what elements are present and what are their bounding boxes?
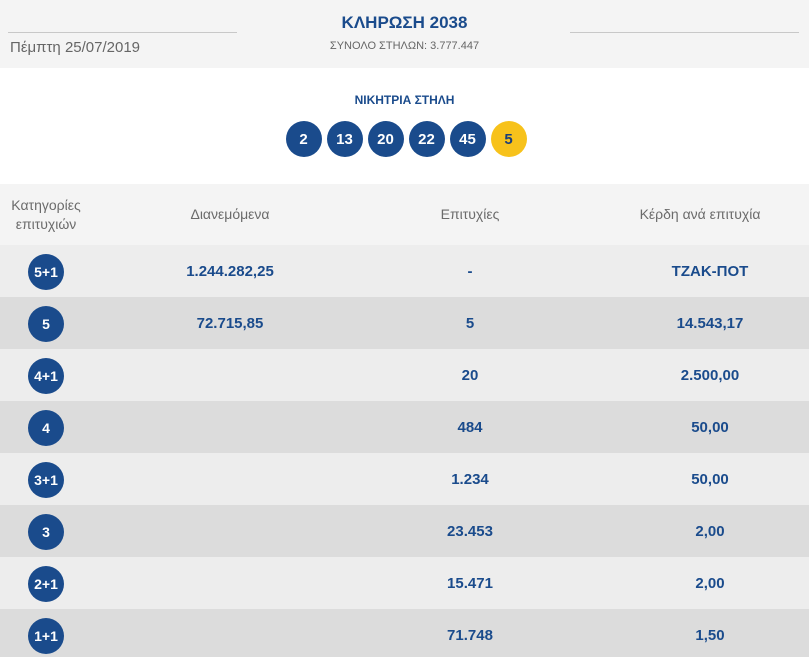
distributed-cell	[130, 453, 330, 505]
distributed-cell: 1.244.282,25	[186, 262, 274, 280]
draw-date: Πέμπτη 25/07/2019	[10, 39, 141, 56]
category-badge: 1+1	[28, 618, 64, 654]
winning-column-label: ΝΙΚΗΤΡΙΑ ΣΤΗΛΗ	[354, 93, 455, 107]
draw-header: Πέμπτη 25/07/2019 ΚΛΗΡΩΣΗ 2038 ΣΥΝΟΛΟ ΣΤ…	[0, 0, 809, 68]
winning-number-ball: 22	[408, 121, 445, 157]
header-divider-right	[570, 32, 799, 33]
winning-number-ball: 45	[449, 121, 486, 157]
prize-cell: 2.500,00	[680, 366, 740, 384]
winners-cell: 23.453	[447, 522, 493, 540]
distributed-cell	[130, 557, 330, 609]
draw-title: ΚΛΗΡΩΣΗ 2038	[341, 13, 468, 32]
winning-number-ball: 2	[285, 121, 322, 157]
winners-cell: 20	[461, 366, 479, 384]
distributed-cell	[130, 505, 330, 557]
winners-cell: 1.234	[451, 470, 489, 488]
results-table-body: 5+1 1.244.282,25 - ΤΖΑΚ-ΠΟΤ 5 72.715,85 …	[0, 245, 809, 657]
table-row: 4+1 20 2.500,00	[0, 349, 809, 401]
distributed-cell: 72.715,85	[196, 314, 264, 332]
results-table-header: Κατηγορίες επιτυχιών Διανεμόμενα Επιτυχί…	[0, 184, 809, 245]
header-winners: Επιτυχίες	[440, 206, 500, 223]
prize-cell: 14.543,17	[676, 314, 744, 332]
category-badge: 3+1	[28, 462, 64, 498]
winners-cell: 484	[457, 418, 483, 436]
distributed-cell	[130, 401, 330, 453]
category-badge: 2+1	[28, 566, 64, 602]
table-row: 2+1 15.471 2,00	[0, 557, 809, 609]
category-badge: 4	[28, 410, 64, 446]
category-badge: 5	[28, 306, 64, 342]
category-badge: 4+1	[28, 358, 64, 394]
distributed-cell	[130, 349, 330, 401]
header-distributed: Διανεμόμενα	[190, 206, 270, 223]
header-category-line2: επιτυχιών	[15, 215, 77, 232]
prize-cell: 50,00	[691, 470, 729, 488]
winners-cell: -	[467, 262, 473, 280]
bonus-number-ball: 5	[490, 121, 527, 157]
header-category-line1: Κατηγορίες	[11, 197, 81, 214]
table-row: 3 23.453 2,00	[0, 505, 809, 557]
table-row: 5+1 1.244.282,25 - ΤΖΑΚ-ΠΟΤ	[0, 245, 809, 297]
winners-cell: 15.471	[447, 574, 493, 592]
winners-cell: 71.748	[447, 626, 493, 644]
prize-cell: 2,00	[695, 574, 725, 592]
winning-number-ball: 20	[367, 121, 404, 157]
header-divider-left	[8, 32, 237, 33]
winning-number-ball: 13	[326, 121, 363, 157]
category-badge: 3	[28, 514, 64, 550]
prize-cell: 2,00	[695, 522, 725, 540]
winning-numbers: 2 13 20 22 45 5	[0, 121, 809, 157]
winners-cell: 5	[465, 314, 475, 332]
prize-cell: ΤΖΑΚ-ΠΟΤ	[671, 262, 749, 280]
table-row: 3+1 1.234 50,00	[0, 453, 809, 505]
table-row: 4 484 50,00	[0, 401, 809, 453]
table-row: 5 72.715,85 5 14.543,17	[0, 297, 809, 349]
total-columns: ΣΥΝΟΛΟ ΣΤΗΛΩΝ: 3.777.447	[329, 40, 480, 52]
prize-cell: 1,50	[695, 626, 725, 644]
distributed-cell	[130, 609, 330, 657]
category-badge: 5+1	[28, 254, 64, 290]
table-row: 1+1 71.748 1,50	[0, 609, 809, 657]
header-prize: Κέρδη ανά επιτυχία	[639, 206, 761, 223]
header-category: Κατηγορίες επιτυχιών	[0, 184, 92, 245]
prize-cell: 50,00	[691, 418, 729, 436]
